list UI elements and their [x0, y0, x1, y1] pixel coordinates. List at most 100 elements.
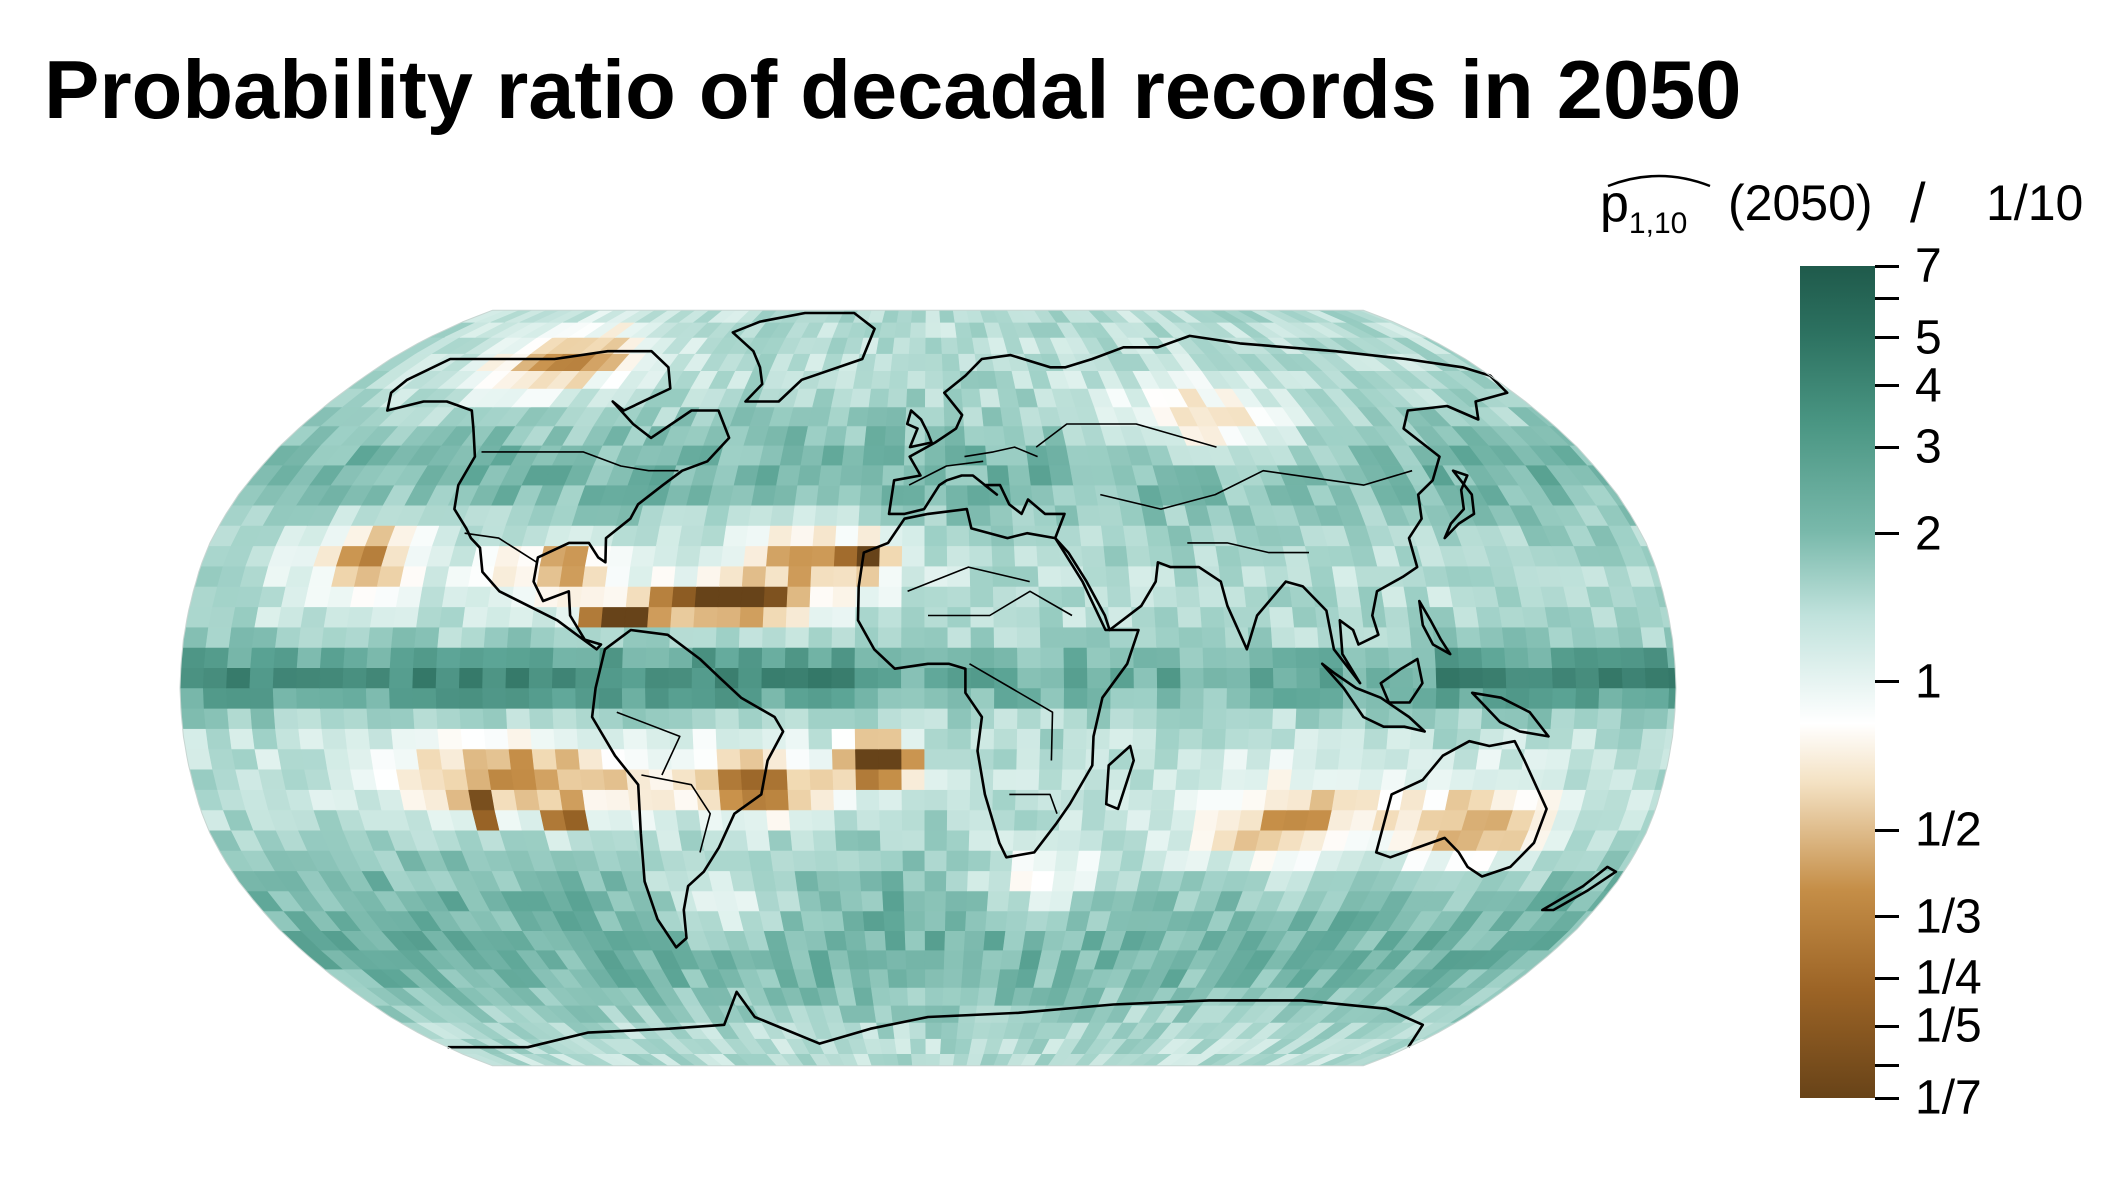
grid-cell [1073, 870, 1099, 892]
grid-cell [901, 789, 926, 811]
grid-cell [854, 707, 879, 729]
grid-cell [1013, 545, 1039, 567]
grid-cell [250, 647, 276, 669]
grid-cell [691, 687, 716, 709]
grid-cell [924, 768, 949, 790]
grid-cell [992, 768, 1017, 790]
grid-cell [894, 321, 912, 338]
grid-cell [1331, 789, 1359, 811]
grid-cell [901, 687, 926, 709]
grid-cell [536, 789, 564, 811]
grid-cell [1133, 667, 1158, 689]
grid-cell [272, 687, 298, 709]
grid-cell [1640, 626, 1668, 648]
grid-cell [551, 687, 577, 709]
grid-cell [877, 626, 902, 648]
grid-cell [831, 606, 857, 628]
grid-cell [856, 809, 881, 831]
grid-cell [902, 870, 926, 892]
grid-cell [880, 850, 904, 872]
grid-cell [901, 707, 926, 729]
grid-cell [1494, 586, 1523, 608]
grid-cell [414, 728, 440, 750]
grid-cell [947, 707, 972, 729]
grid-cell [878, 606, 903, 628]
grid-cell [1335, 586, 1362, 608]
grid-cell [669, 728, 695, 750]
grid-cell [673, 789, 699, 811]
hat-accent-icon [1607, 174, 1711, 188]
grid-cell [296, 707, 323, 729]
grid-cell [816, 484, 841, 506]
grid-cell [1017, 667, 1042, 689]
grid-cell [739, 748, 765, 770]
grid-cell [1028, 464, 1053, 486]
grid-cell [941, 1004, 961, 1023]
grid-cell [1551, 667, 1577, 689]
grid-cell [1296, 667, 1321, 689]
grid-cell [648, 586, 675, 608]
grid-cell [903, 910, 926, 932]
grid-cell [979, 968, 1001, 988]
grid-cell [864, 930, 887, 951]
grid-cell [1291, 606, 1318, 628]
grid-cell [1457, 707, 1483, 729]
grid-cell [816, 870, 841, 892]
colorbar-tick-label: 2 [1915, 507, 1942, 561]
grid-cell [513, 789, 541, 811]
grid-cell [946, 850, 970, 872]
grid-cell [946, 525, 970, 547]
grid-cell [1178, 728, 1204, 750]
grid-cell [970, 586, 994, 608]
grid-cell [717, 768, 743, 790]
grid-cell [582, 565, 609, 587]
grid-cell [1094, 484, 1121, 506]
grid-cell [833, 789, 858, 811]
grid-cell [1063, 647, 1088, 669]
grid-cell [720, 545, 747, 567]
grid-cell [1040, 647, 1065, 669]
grid-cell [1340, 728, 1366, 750]
grid-cell [395, 768, 424, 790]
grid-cell [1245, 748, 1272, 770]
grid-cell [808, 728, 833, 750]
grid-cell [1314, 748, 1341, 770]
grid-cell [924, 748, 949, 770]
grid-cell [441, 768, 469, 790]
grid-cell [942, 987, 962, 1006]
grid-cell [389, 647, 415, 669]
grid-cell [1202, 647, 1228, 669]
grid-cell [1128, 789, 1154, 811]
grid-cell [476, 310, 520, 323]
grid-cell [1062, 626, 1088, 648]
grid-cell [1337, 748, 1364, 770]
grid-cell [924, 789, 948, 811]
grid-cell [231, 748, 259, 770]
grid-cell [940, 1022, 959, 1039]
grid-cell [510, 768, 538, 790]
grid-cell [598, 707, 624, 729]
grid-cell [818, 890, 843, 912]
grid-cell [1015, 586, 1040, 608]
grid-cell [675, 809, 702, 831]
grid-cell [797, 890, 822, 912]
grid-cell [621, 667, 647, 689]
grid-cell [365, 687, 391, 709]
grid-cell [1480, 647, 1507, 669]
grid-cell [1056, 829, 1082, 851]
grid-cell [180, 707, 207, 729]
grid-cell [841, 910, 866, 932]
grid-cell [562, 545, 590, 567]
grid-cell [811, 545, 836, 567]
grid-cell [762, 606, 788, 628]
grid-cell [607, 809, 635, 831]
colorbar-tick [1875, 680, 1899, 684]
grid-cell [1411, 647, 1437, 669]
grid-cell [827, 406, 851, 427]
grid-cell [1357, 768, 1385, 790]
grid-cell [868, 968, 890, 988]
grid-cell [505, 310, 547, 323]
grid-cell [924, 949, 946, 970]
coastline-australia [1374, 739, 1548, 878]
grid-cell [459, 647, 485, 669]
